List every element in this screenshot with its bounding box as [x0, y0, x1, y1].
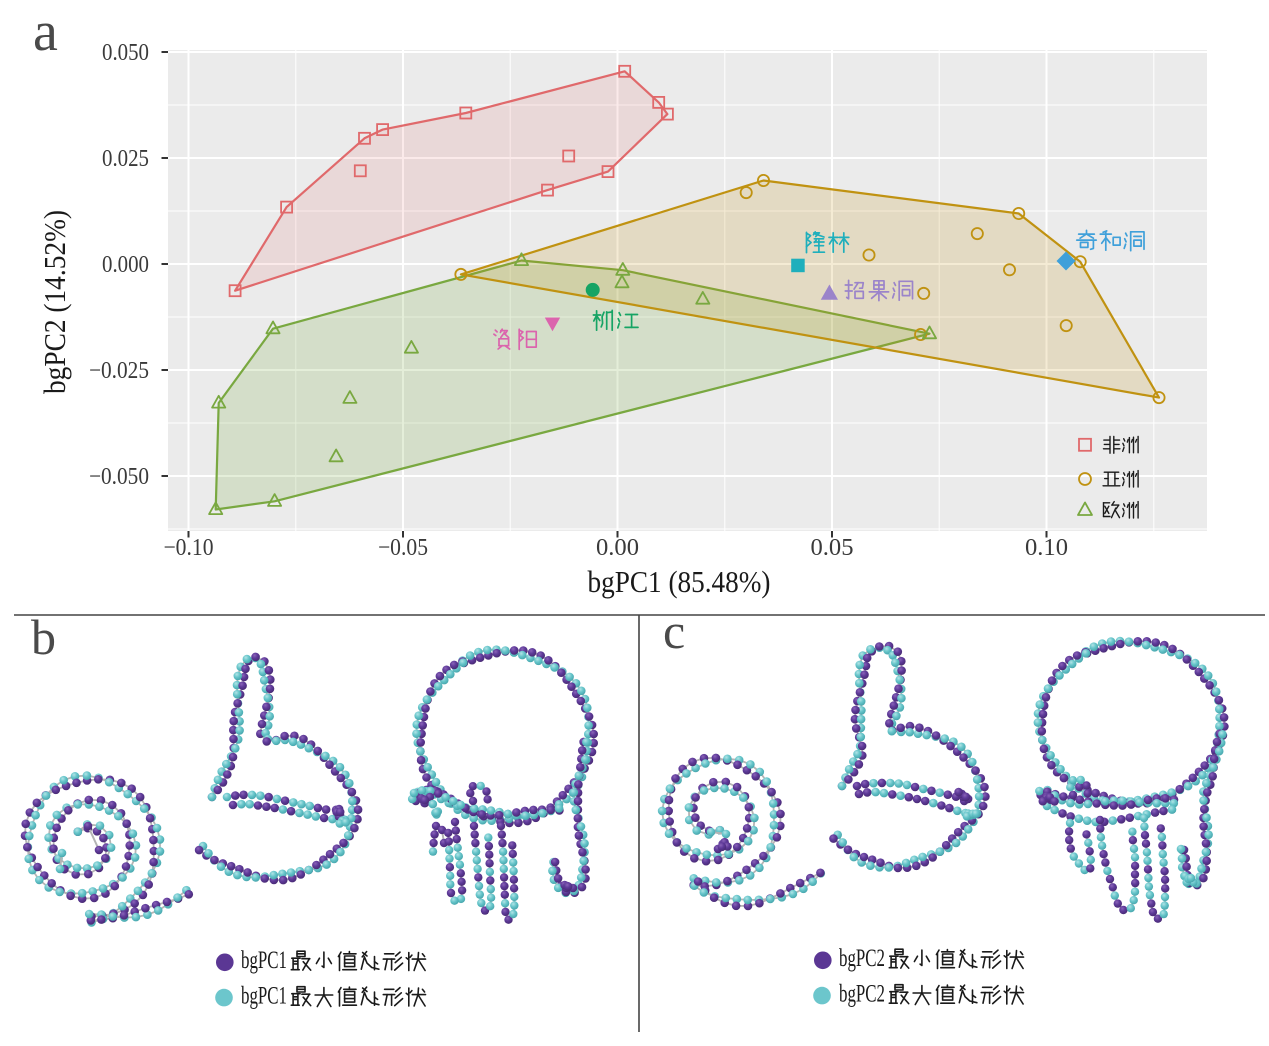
svg-text:0.000: 0.000	[102, 252, 149, 278]
svg-text:bgPC2 (14.52%): bgPC2 (14.52%)	[37, 210, 72, 394]
svg-text:bgPC1 (85.48%): bgPC1 (85.48%)	[588, 564, 771, 599]
svg-text:0.00: 0.00	[596, 535, 639, 561]
svg-text:0.05: 0.05	[811, 535, 854, 561]
svg-text:bgPC1: bgPC1	[241, 983, 287, 1010]
svg-text:bgPC2: bgPC2	[839, 981, 885, 1008]
svg-text:c: c	[663, 603, 685, 659]
svg-text:−0.05: −0.05	[378, 535, 428, 561]
svg-text:−0.10: −0.10	[164, 535, 214, 561]
svg-text:0.10: 0.10	[1025, 535, 1068, 561]
svg-text:−0.050: −0.050	[89, 464, 149, 490]
svg-text:0.050: 0.050	[102, 40, 149, 66]
svg-text:bgPC2: bgPC2	[839, 945, 885, 972]
svg-text:−0.025: −0.025	[89, 358, 149, 384]
svg-text:bgPC1: bgPC1	[241, 947, 287, 974]
svg-text:a: a	[33, 1, 58, 63]
svg-text:b: b	[31, 609, 56, 665]
svg-text:0.025: 0.025	[102, 146, 149, 172]
